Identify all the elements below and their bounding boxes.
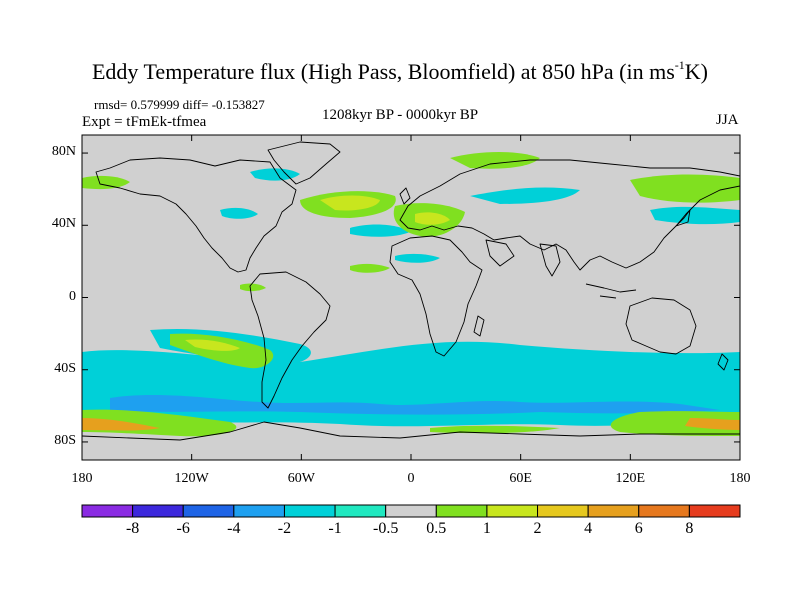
coast-north-america [95, 157, 297, 273]
contour-cyan-npac-west [220, 207, 258, 219]
contour-lightblue-south [110, 394, 720, 415]
colorbar [81, 504, 741, 518]
x-tick-label: 120W [174, 471, 209, 486]
stats-text: rmsd= 0.579999 diff= -0.153827 [94, 97, 265, 112]
colorbar-label: 0.5 [426, 520, 447, 537]
colorbar-label: 1 [482, 520, 491, 537]
y-tick-label: 80N [51, 144, 76, 160]
contour-yellow-europe [415, 212, 450, 225]
colorbar-label: -0.5 [373, 520, 399, 537]
contour-green-alaska [82, 175, 130, 190]
colorbar-swatch [486, 504, 539, 518]
coast-greenland [267, 141, 341, 185]
coast-eurasia [399, 159, 740, 271]
colorbar-swatch [132, 504, 184, 518]
colorbar-swatch [283, 504, 336, 518]
colorbar-label: 2 [533, 520, 542, 537]
colorbar-swatch [334, 504, 387, 518]
y-tick-label: 40S [54, 360, 76, 376]
x-tick-label: 0 [407, 471, 415, 486]
colorbar-swatch [587, 504, 640, 518]
colorbar-label: 4 [584, 520, 593, 537]
contour-green-antarctic-mid [430, 425, 560, 434]
coastlines [82, 141, 740, 441]
contour-green-tropatl [350, 263, 390, 273]
coast-new-zealand [717, 353, 729, 371]
colorbar-swatch [638, 504, 690, 518]
colorbar-swatch [182, 504, 235, 518]
x-tick-label: 180 [729, 471, 751, 486]
colorbar-swatch [435, 504, 488, 518]
y-tick-label: 40N [51, 216, 76, 232]
colorbar-label: -6 [176, 520, 190, 537]
contour-green-antarctic-east [610, 411, 740, 436]
colorbar-label: 6 [634, 520, 643, 537]
contour-cyan-siberia [470, 187, 580, 204]
colorbar-label: 8 [685, 520, 694, 537]
x-tick-label: 60E [509, 471, 532, 486]
contour-cyan-npacific [650, 206, 740, 225]
colorbar-swatch [385, 504, 437, 518]
map-tick-marks [81, 135, 741, 460]
colorbar-swatch [81, 504, 134, 518]
plot-title: Eddy Temperature flux (High Pass, Bloomf… [91, 58, 708, 84]
contour-yellow-southpac [185, 339, 240, 351]
coast-indonesia [585, 283, 637, 299]
coast-japan [675, 209, 691, 227]
contour-cyan-africa [395, 253, 440, 263]
colorbar-label: -4 [227, 520, 241, 537]
coast-africa [389, 235, 483, 357]
x-tick-label: 60W [287, 471, 315, 486]
y-tick-label: 0 [69, 288, 76, 304]
x-tick-label: 120E [615, 471, 646, 486]
contour-yellow-natlantic [320, 195, 380, 211]
colorbar-swatch [688, 504, 741, 518]
colorbar-swatch [537, 504, 589, 518]
season-label: JJA [716, 112, 739, 128]
coast-india [539, 243, 561, 277]
coast-arabia [485, 239, 515, 267]
contour-orange-antarctic-east [685, 418, 740, 430]
coast-australia [625, 297, 697, 355]
contour-fields [82, 152, 740, 437]
contour-cyan-greenland [250, 168, 300, 181]
x-tick-label: 180 [71, 471, 93, 486]
y-tick-label: 80S [54, 432, 76, 448]
contour-green-pacific-trop [240, 283, 266, 292]
period-label: 1208kyr BP - 0000kyr BP [321, 107, 479, 123]
experiment-label: Expt = tFmEk-tfmea [82, 114, 207, 130]
contour-cyan-natlantic [350, 224, 410, 237]
coast-madagascar [473, 315, 485, 337]
coast-south-america [249, 271, 331, 409]
contour-green-arctic-siberia [450, 152, 540, 169]
colorbar-swatch [233, 504, 285, 518]
coast-antarctica [82, 421, 740, 441]
colorbar-label: -2 [277, 520, 292, 537]
colorbar-label: -1 [328, 520, 342, 537]
coast-uk [399, 187, 411, 205]
contour-green-npacific [630, 174, 740, 203]
contour-orange-antarctic [82, 418, 160, 431]
colorbar-label: -8 [125, 520, 140, 537]
